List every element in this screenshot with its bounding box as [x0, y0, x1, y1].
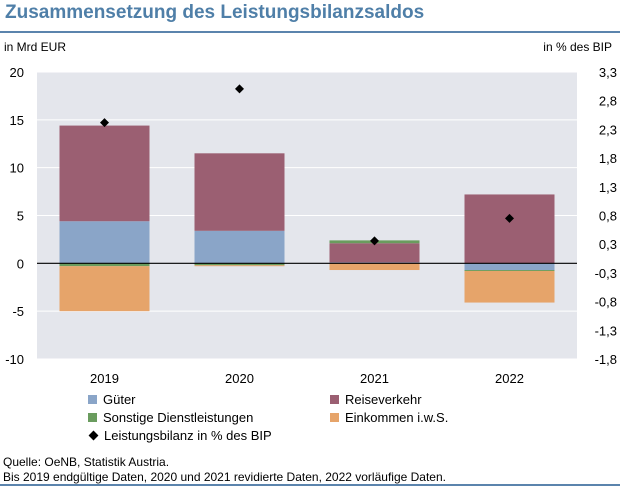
legend-swatch-einkommen	[330, 413, 339, 422]
legend-item-reiseverkehr: Reiseverkehr	[330, 392, 422, 407]
y-tick-label-right: 0,3	[599, 237, 617, 252]
x-tick-label: 2021	[360, 371, 389, 386]
leistungsbilanz-marker-2021	[370, 236, 379, 246]
legend-label-reiseverkehr: Reiseverkehr	[345, 392, 422, 407]
y-tick-label-left: 5	[17, 209, 24, 224]
bar-segment-2019	[59, 125, 150, 222]
y-tick-label-right: 2,8	[599, 94, 617, 109]
footnote-note: Bis 2019 endgültige Daten, 2020 und 2021…	[3, 470, 446, 484]
bar-segment-2019	[59, 263, 150, 267]
legend-item-sonstige: Sonstige Dienstleistungen	[88, 410, 253, 425]
leistungsbilanz-marker-2019	[100, 118, 109, 128]
left-axis-unit: in Mrd EUR	[4, 40, 67, 54]
right-axis-unit: in % des BIP	[543, 40, 612, 54]
legend-item-gueter: Güter	[88, 392, 136, 407]
y-tick-label-left: 20	[10, 65, 24, 80]
y-tick-label-left: 10	[10, 161, 24, 176]
y-tick-label-right: 2,3	[599, 122, 617, 137]
y-tick-label-right: -0,8	[595, 295, 617, 310]
y-tick-label-right: 3,3	[599, 65, 617, 80]
legend-item-leistungsbilanz: Leistungsbilanz in % des BIP	[88, 428, 272, 443]
bar-segment-2020	[194, 230, 285, 264]
y-tick-label-right: -1,8	[595, 352, 617, 367]
y-tick-label-left: -5	[12, 304, 24, 319]
leistungsbilanz-marker-2020	[235, 84, 244, 94]
x-tick-label: 2020	[225, 371, 254, 386]
y-tick-label-left: 15	[10, 113, 24, 128]
chart-title: Zusammensetzung des Leistungsbilanzsaldo…	[5, 2, 425, 23]
bar-segment-2020	[194, 263, 285, 266]
footnote-source: Quelle: OeNB, Statistik Austria.	[3, 455, 170, 469]
x-tick-label: 2022	[495, 371, 524, 386]
legend-swatch-reiseverkehr	[330, 395, 339, 404]
x-tick-label: 2019	[90, 371, 119, 386]
bar-segment-2020	[194, 265, 285, 267]
y-tick-label-left: -10	[5, 352, 24, 367]
legend-diamond-icon	[88, 430, 99, 441]
bar-segment-2022	[464, 194, 555, 264]
bar-segment-2020	[194, 153, 285, 231]
legend-item-einkommen: Einkommen i.w.S.	[330, 410, 448, 425]
legend-label-sonstige: Sonstige Dienstleistungen	[103, 410, 254, 425]
bar-segment-2021	[329, 243, 420, 263]
legend-label-leistungsbilanz: Leistungsbilanz in % des BIP	[104, 428, 272, 443]
y-tick-label-right: 1,8	[599, 151, 617, 166]
legend-swatch-sonstige	[88, 413, 97, 422]
bar-segment-2021	[329, 263, 420, 271]
legend-swatch-gueter	[88, 395, 97, 404]
y-tick-label-right: -0,3	[595, 266, 617, 281]
bar-segment-2019	[59, 266, 150, 312]
bar-segment-2022	[464, 270, 555, 303]
bar-segment-2022	[464, 263, 555, 271]
bottom-rule	[0, 484, 620, 486]
legend-label-einkommen: Einkommen i.w.S.	[345, 410, 449, 425]
y-tick-label-right: 0,8	[599, 209, 617, 224]
bar-segment-2022	[464, 270, 555, 271]
chart-area: 20 15 10 5 0 -5 -10 3,3 2,8 2,3 1,8 1,3 0,8 0,3 -0,3 -0…	[5, 65, 617, 386]
y-tick-label-right: -1,3	[595, 323, 617, 338]
y-tick-label-right: 1,3	[599, 180, 617, 195]
title-rule	[0, 31, 620, 33]
legend-label-gueter: Güter	[103, 392, 136, 407]
y-tick-label-left: 0	[17, 256, 24, 271]
leistungsbilanz-marker-2022	[505, 213, 514, 223]
bar-segment-2019	[59, 221, 150, 264]
